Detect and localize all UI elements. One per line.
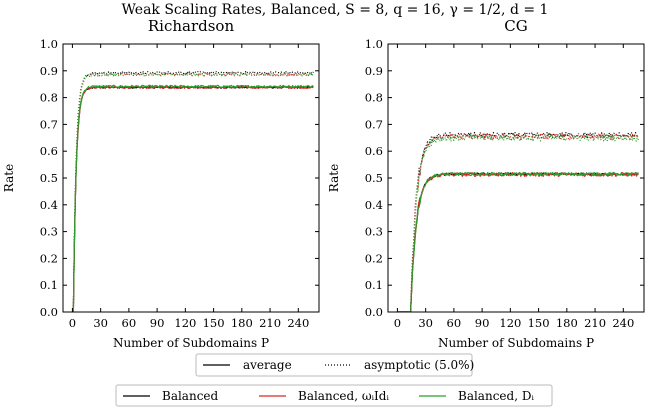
plot-frame bbox=[387, 43, 645, 313]
y-tick-label: 0.6 bbox=[40, 144, 58, 158]
y-tick-label: 0.5 bbox=[40, 171, 58, 185]
y-tick-label: 0.2 bbox=[365, 251, 383, 265]
y-tick-label: 0.4 bbox=[40, 198, 58, 212]
x-tick-label: 210 bbox=[584, 316, 606, 330]
series-average-balanced-id bbox=[72, 85, 314, 312]
y-tick-label: 0.9 bbox=[40, 64, 58, 78]
y-axis-label: Rate bbox=[2, 164, 16, 192]
figure-title: Weak Scaling Rates, Balanced, S = 8, q =… bbox=[122, 2, 549, 18]
y-axis-label: Rate bbox=[327, 164, 341, 192]
chart-title: Richardson bbox=[148, 17, 235, 35]
y-tick-label: 0.3 bbox=[365, 225, 383, 239]
x-tick-label: 240 bbox=[287, 316, 309, 330]
x-tick-label: 180 bbox=[231, 316, 253, 330]
series-asymptotic-balanced bbox=[72, 71, 314, 312]
x-tick-label: 60 bbox=[122, 316, 137, 330]
x-tick-label: 0 bbox=[394, 316, 401, 330]
plot-frame bbox=[62, 43, 320, 313]
y-tick-label: 1.0 bbox=[40, 37, 58, 51]
legend-asymptotic-label: asymptotic (5.0%) bbox=[364, 358, 474, 372]
x-tick-label: 150 bbox=[528, 316, 550, 330]
series-asymptotic-balanced-d bbox=[72, 72, 314, 312]
y-tick-label: 0.4 bbox=[365, 198, 383, 212]
y-tick-label: 0.2 bbox=[40, 251, 58, 265]
x-tick-label: 120 bbox=[499, 316, 521, 330]
legend-balanced-d-label: Balanced, Dᵢ bbox=[458, 389, 534, 403]
x-tick-label: 90 bbox=[475, 316, 490, 330]
y-tick-label: 0.7 bbox=[365, 117, 383, 131]
legend-methods: Balanced Balanced, ωᵢIdᵢ Balanced, Dᵢ bbox=[115, 384, 553, 407]
legend-balanced-label: Balanced bbox=[162, 389, 219, 403]
legend-average-label: average bbox=[243, 358, 292, 372]
chart-title: CG bbox=[504, 17, 527, 35]
legend-style: average asymptotic (5.0%) bbox=[195, 353, 474, 377]
series-group bbox=[72, 71, 314, 312]
y-tick-label: 1.0 bbox=[365, 37, 383, 51]
x-tick-label: 120 bbox=[174, 316, 196, 330]
series-asymptotic-balanced-d bbox=[398, 134, 639, 312]
x-axis-label: Number of Subdomains P bbox=[438, 336, 594, 350]
series-group bbox=[398, 131, 639, 312]
y-tick-label: 0.1 bbox=[40, 278, 58, 292]
series-asymptotic-balanced bbox=[398, 131, 639, 312]
legend-balanced-omega-label: Balanced, ωᵢIdᵢ bbox=[298, 389, 389, 403]
x-axis-label: Number of Subdomains P bbox=[113, 336, 269, 350]
series-average-balanced bbox=[72, 86, 314, 312]
y-tick-label: 0.1 bbox=[365, 278, 383, 292]
y-tick-label: 0.3 bbox=[40, 225, 58, 239]
x-tick-label: 210 bbox=[259, 316, 281, 330]
y-tick-label: 0.0 bbox=[40, 305, 58, 319]
chart-cg: CG 0 30 60 90 120 150 180 210 240 0.0 0.1 0.2 0.3 0.4 0… bbox=[327, 17, 645, 350]
x-tick-label: 0 bbox=[69, 316, 76, 330]
y-tick-label: 0.0 bbox=[365, 305, 383, 319]
legend-methods-frame bbox=[115, 384, 553, 407]
x-tick-label: 30 bbox=[93, 316, 108, 330]
series-average-balanced-d bbox=[398, 171, 639, 312]
x-tick-label: 90 bbox=[150, 316, 165, 330]
y-tick-label: 0.6 bbox=[365, 144, 383, 158]
series-asymptotic-balanced-id bbox=[72, 72, 314, 312]
x-tick-label: 180 bbox=[556, 316, 578, 330]
x-tick-label: 240 bbox=[612, 316, 634, 330]
x-tick-label: 30 bbox=[418, 316, 433, 330]
chart-richardson: Richardson 0 30 60 90 120 150 180 210 240 0.0 0.1 0.… bbox=[2, 17, 320, 350]
x-tick-label: 150 bbox=[203, 316, 225, 330]
series-average-balanced bbox=[398, 172, 639, 312]
y-tick-label: 0.8 bbox=[365, 91, 383, 105]
y-tick-label: 0.8 bbox=[40, 91, 58, 105]
series-average-balanced-id bbox=[398, 172, 639, 312]
y-tick-label: 0.7 bbox=[40, 117, 58, 131]
x-tick-label: 60 bbox=[447, 316, 462, 330]
series-asymptotic-balanced-id bbox=[398, 132, 639, 312]
y-tick-label: 0.5 bbox=[365, 171, 383, 185]
series-average-balanced-d bbox=[72, 84, 314, 312]
y-tick-label: 0.9 bbox=[365, 64, 383, 78]
